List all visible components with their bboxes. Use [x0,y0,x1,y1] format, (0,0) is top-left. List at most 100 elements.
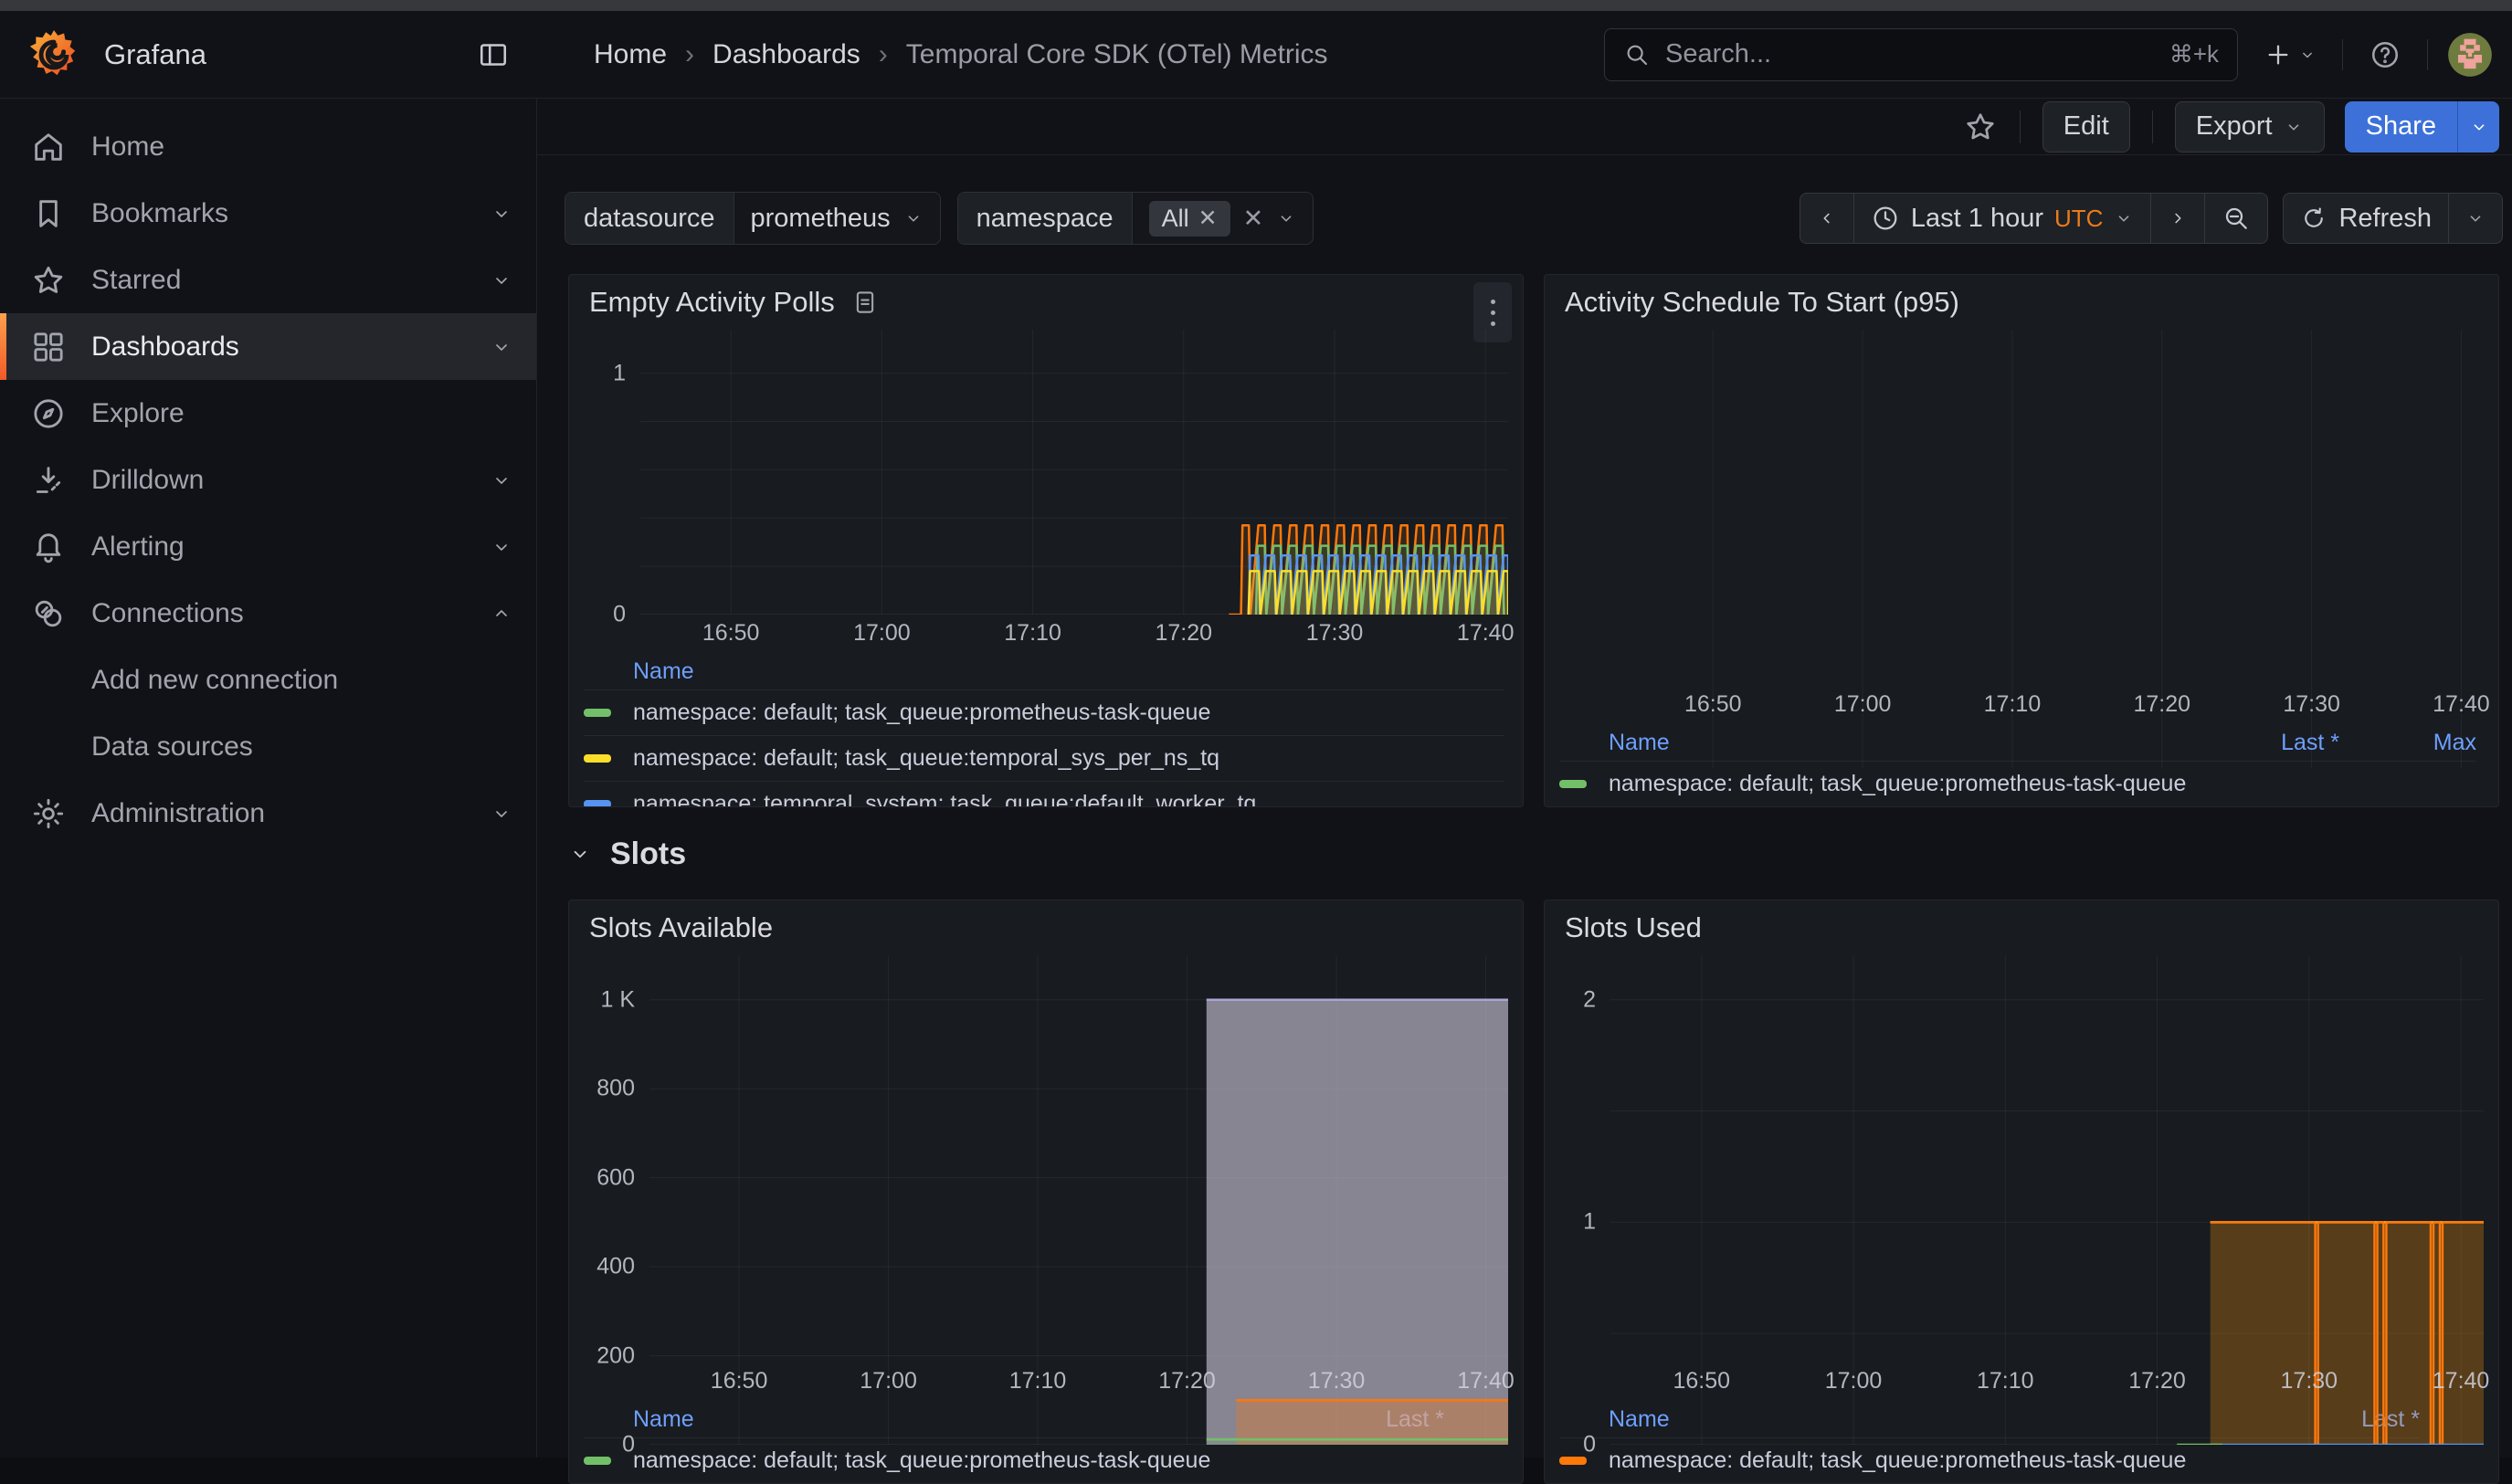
y-tick-label: 1 [613,360,626,386]
panel-header[interactable]: Slots Available [569,900,1523,955]
legend-label: namespace: default; task_queue:prometheu… [633,700,1211,725]
chevron-down-icon[interactable] [491,469,512,491]
plot-area[interactable] [1623,330,2484,768]
compass-icon [29,395,68,433]
sidebar-item-explore[interactable]: Explore [0,380,536,447]
legend-item[interactable]: namespace: default; task_queue:temporal_… [584,735,1504,781]
legend-column-name[interactable]: Name [1609,729,1670,755]
panel-header[interactable]: Empty Activity Polls [569,275,1523,342]
x-tick-label: 17:10 [1008,1368,1067,1394]
grafana-logo-icon[interactable] [26,26,82,83]
search-input[interactable]: Search... ⌘+k [1604,27,2238,81]
sidebar-item-add-new-connection[interactable]: Add new connection [0,647,536,713]
sidebar-item-alerting[interactable]: Alerting [0,513,536,580]
namespace-value-dropdown[interactable]: All ✕ ✕ [1132,193,1314,244]
chevron-down-icon[interactable] [491,336,512,358]
time-range-picker[interactable]: Last 1 hour UTC [1852,193,2152,244]
y-tick-label: 400 [596,1253,635,1279]
edit-button[interactable]: Edit [2042,100,2130,153]
sidebar-item-administration[interactable]: Administration [0,780,536,847]
datasource-value-dropdown[interactable]: prometheus [734,193,940,244]
y-tick-label: 200 [596,1342,635,1369]
share-menu-caret[interactable] [2457,100,2499,153]
legend-column-name[interactable]: Name [633,658,694,684]
share-button[interactable]: Share [2344,100,2457,153]
app-header: Grafana Home › Dashboards › Temporal Cor… [0,11,2512,99]
legend-label: namespace: temporal_system; task_queue:d… [633,791,1257,806]
panel-header[interactable]: Slots Used [1545,900,2498,955]
panel-title: Empty Activity Polls [589,286,835,318]
panel-description-icon[interactable] [851,289,879,316]
legend-item[interactable]: namespace: temporal_system; task_queue:d… [584,781,1504,806]
help-icon[interactable] [2361,38,2409,71]
clear-selection-icon[interactable]: ✕ [1242,204,1264,232]
chevron-down-icon[interactable] [491,269,512,291]
home-icon [29,128,68,166]
x-tick-label: 17:40 [1457,1368,1515,1394]
sidebar-item-starred[interactable]: Starred [0,247,536,313]
legend-column-last[interactable]: Last * [2281,729,2339,755]
namespace-chip[interactable]: All ✕ [1148,200,1230,237]
timeseries-chart[interactable]: 1 K 800 600 400 200 0 [569,955,1523,1458]
x-tick-label: 17:30 [1307,1368,1366,1394]
y-tick-label: 800 [596,1075,635,1101]
x-axis: 16:50 17:00 17:10 17:20 17:30 17:40 [569,1363,1523,1401]
namespace-variable[interactable]: namespace All ✕ ✕ [956,192,1314,245]
datasource-variable[interactable]: datasource prometheus [565,192,941,245]
panel-title: Slots Used [1565,911,1702,943]
sidebar-item-dashboards[interactable]: Dashboards [0,313,536,380]
legend-label: namespace: default; task_queue:temporal_… [633,745,1220,771]
chevron-down-icon[interactable] [491,536,512,558]
legend-header: Name [584,653,1504,689]
panel-slots-used: Slots Used 2 1 0 16:50 17:00 17:10 17:20 17:30… [1544,900,2499,1484]
plot-area[interactable] [640,330,1508,615]
sidebar-item-bookmarks[interactable]: Bookmarks [0,180,536,247]
time-shift-back-button[interactable] [1799,193,1854,244]
time-shift-forward-button[interactable] [2150,193,2206,244]
timeseries-chart[interactable] [1545,330,2498,768]
sidebar-item-drilldown[interactable]: Drilldown [0,447,536,513]
panel-slots-available: Slots Available 1 K 800 600 400 200 0 16:50 17… [568,900,1524,1484]
legend-column-name[interactable]: Name [1609,1405,1670,1432]
plot-area[interactable] [1610,955,2484,1445]
chip-remove-icon[interactable]: ✕ [1198,205,1218,231]
row-collapse-chevron-icon[interactable] [568,842,592,866]
row-title: Slots [610,836,687,871]
legend-column-last[interactable]: Last * [2361,1405,2420,1432]
x-tick-label: 17:10 [1976,1368,2034,1394]
sidebar-item-connections[interactable]: Connections [0,580,536,647]
sidebar-item-home[interactable]: Home [0,113,536,180]
panel-title: Slots Available [589,911,774,943]
zoom-out-time-button[interactable] [2204,193,2269,244]
favorite-star-icon[interactable] [1963,110,1998,144]
chevron-down-icon[interactable] [491,803,512,825]
search-placeholder: Search... [1665,39,1772,68]
breadcrumb-dashboards[interactable]: Dashboards [712,38,860,69]
new-menu-button[interactable] [2256,40,2324,69]
row-slots-header[interactable]: Slots [568,825,686,883]
legend-column-name[interactable]: Name [633,1405,694,1432]
sidebar-collapse-icon[interactable] [470,31,517,79]
sidebar-item-data-sources[interactable]: Data sources [0,713,536,780]
sidebar-item-label: Connections [91,597,244,628]
legend-item[interactable]: namespace: default; task_queue:prometheu… [1559,761,2476,806]
breadcrumb-home[interactable]: Home [594,38,668,69]
panel-menu-kebab-icon[interactable] [1473,282,1512,342]
chevron-down-icon[interactable] [491,203,512,225]
search-shortcut-hint: ⌘+k [2169,40,2219,68]
export-button[interactable]: Export [2174,100,2325,153]
plot-area[interactable] [649,955,1508,1445]
panel-header[interactable]: Activity Schedule To Start (p95) [1545,275,2498,330]
chevron-up-icon[interactable] [491,603,512,625]
legend-item[interactable]: namespace: default; task_queue:prometheu… [584,689,1504,735]
legend: Name Last * Max namespace: default; task_qu… [1545,724,2498,806]
user-avatar[interactable] [2446,31,2494,79]
legend-column-max[interactable]: Max [2433,729,2476,755]
x-tick-label: 17:30 [2283,691,2340,717]
x-tick-label: 17:20 [2128,1368,2186,1394]
dashboard-toolbar: Edit Export Share [537,99,2512,155]
refresh-button[interactable]: Refresh [2283,193,2449,244]
refresh-interval-caret[interactable] [2448,193,2503,244]
timeseries-chart[interactable]: 2 1 0 [1545,955,2498,1458]
